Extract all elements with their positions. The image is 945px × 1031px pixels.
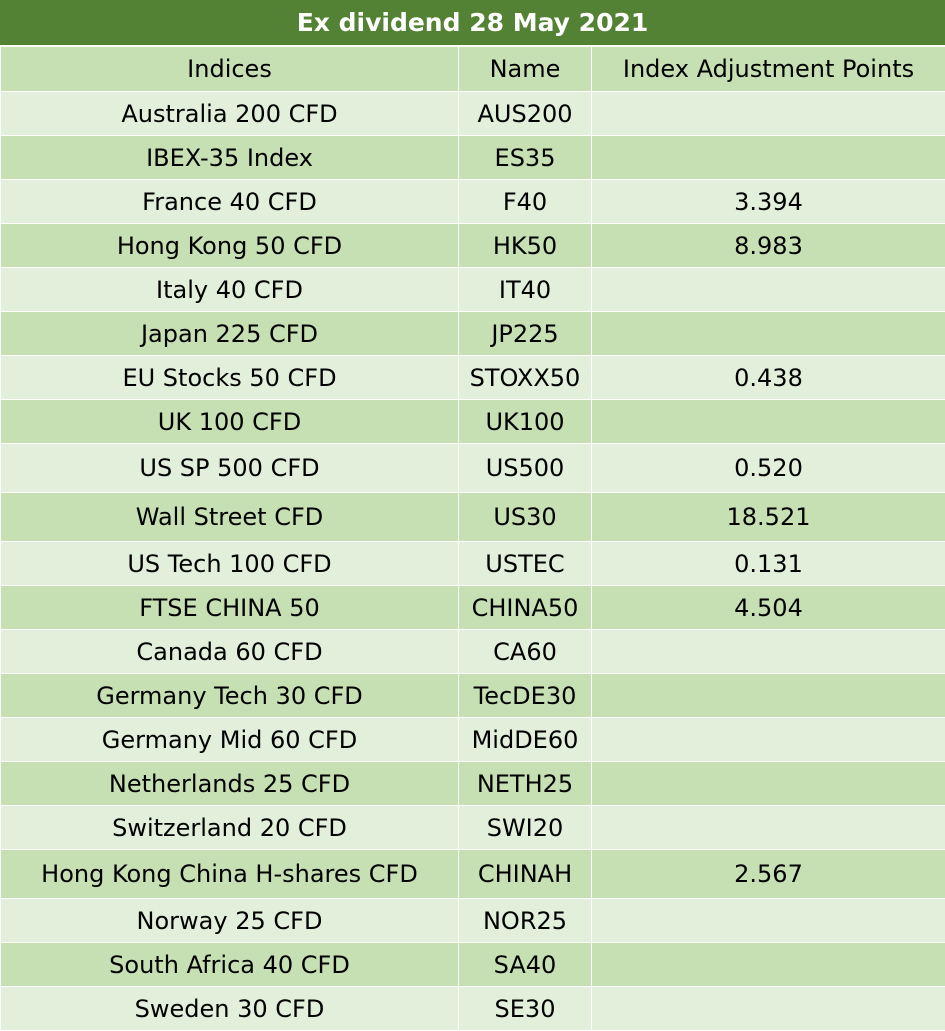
header-name: Name xyxy=(459,47,592,92)
symbol-cell: F40 xyxy=(459,180,592,224)
adjustment-points-cell xyxy=(592,312,945,356)
adjustment-points-cell: 4.504 xyxy=(592,586,945,630)
symbol-cell: CHINAH xyxy=(459,850,592,899)
adjustment-points-cell xyxy=(592,268,945,312)
adjustment-points-cell xyxy=(592,943,945,987)
symbol-cell: NETH25 xyxy=(459,762,592,806)
adjustment-points-cell: 0.131 xyxy=(592,542,945,586)
index-cell: EU Stocks 50 CFD xyxy=(1,356,459,400)
symbol-cell: SA40 xyxy=(459,943,592,987)
index-cell: Hong Kong China H-shares CFD xyxy=(1,850,459,899)
adjustment-points-cell: 0.520 xyxy=(592,444,945,493)
adjustment-points-cell xyxy=(592,674,945,718)
adjustment-points-cell xyxy=(592,92,945,136)
symbol-cell: MidDE60 xyxy=(459,718,592,762)
symbol-cell: HK50 xyxy=(459,224,592,268)
index-cell: US SP 500 CFD xyxy=(1,444,459,493)
adjustment-points-cell: 8.983 xyxy=(592,224,945,268)
index-cell: Norway 25 CFD xyxy=(1,899,459,943)
symbol-cell: USTEC xyxy=(459,542,592,586)
dividend-table: Indices Name Index Adjustment Points Aus… xyxy=(0,46,945,1031)
index-cell: France 40 CFD xyxy=(1,180,459,224)
adjustment-points-cell: 3.394 xyxy=(592,180,945,224)
symbol-cell: NOR25 xyxy=(459,899,592,943)
index-cell: Italy 40 CFD xyxy=(1,268,459,312)
symbol-cell: STOXX50 xyxy=(459,356,592,400)
symbol-cell: ES35 xyxy=(459,136,592,180)
index-cell: US Tech 100 CFD xyxy=(1,542,459,586)
header-indices: Indices xyxy=(1,47,459,92)
symbol-cell: US500 xyxy=(459,444,592,493)
index-cell: Hong Kong 50 CFD xyxy=(1,224,459,268)
adjustment-points-cell xyxy=(592,806,945,850)
adjustment-points-cell xyxy=(592,899,945,943)
index-cell: Australia 200 CFD xyxy=(1,92,459,136)
symbol-cell: JP225 xyxy=(459,312,592,356)
index-cell: FTSE CHINA 50 xyxy=(1,586,459,630)
adjustment-points-cell xyxy=(592,400,945,444)
index-cell: UK 100 CFD xyxy=(1,400,459,444)
index-cell: Switzerland 20 CFD xyxy=(1,806,459,850)
index-cell: Netherlands 25 CFD xyxy=(1,762,459,806)
adjustment-points-cell xyxy=(592,718,945,762)
adjustment-points-cell: 2.567 xyxy=(592,850,945,899)
index-cell: Canada 60 CFD xyxy=(1,630,459,674)
symbol-cell: AUS200 xyxy=(459,92,592,136)
adjustment-points-cell: 18.521 xyxy=(592,493,945,542)
table-title: Ex dividend 28 May 2021 xyxy=(0,0,945,46)
symbol-cell: TecDE30 xyxy=(459,674,592,718)
symbol-cell: SWI20 xyxy=(459,806,592,850)
symbol-cell: CA60 xyxy=(459,630,592,674)
index-cell: Germany Mid 60 CFD xyxy=(1,718,459,762)
index-cell: IBEX-35 Index xyxy=(1,136,459,180)
symbol-cell: CHINA50 xyxy=(459,586,592,630)
symbol-cell: IT40 xyxy=(459,268,592,312)
symbol-cell: US30 xyxy=(459,493,592,542)
symbol-cell: UK100 xyxy=(459,400,592,444)
index-cell: Japan 225 CFD xyxy=(1,312,459,356)
index-cell: Wall Street CFD xyxy=(1,493,459,542)
index-cell: South Africa 40 CFD xyxy=(1,943,459,987)
index-cell: Germany Tech 30 CFD xyxy=(1,674,459,718)
adjustment-points-cell xyxy=(592,630,945,674)
header-adjustment-points: Index Adjustment Points xyxy=(592,47,945,92)
header-row: Indices Name Index Adjustment Points xyxy=(1,47,945,92)
adjustment-points-cell xyxy=(592,136,945,180)
adjustment-points-cell: 0.438 xyxy=(592,356,945,400)
adjustment-points-cell xyxy=(592,762,945,806)
